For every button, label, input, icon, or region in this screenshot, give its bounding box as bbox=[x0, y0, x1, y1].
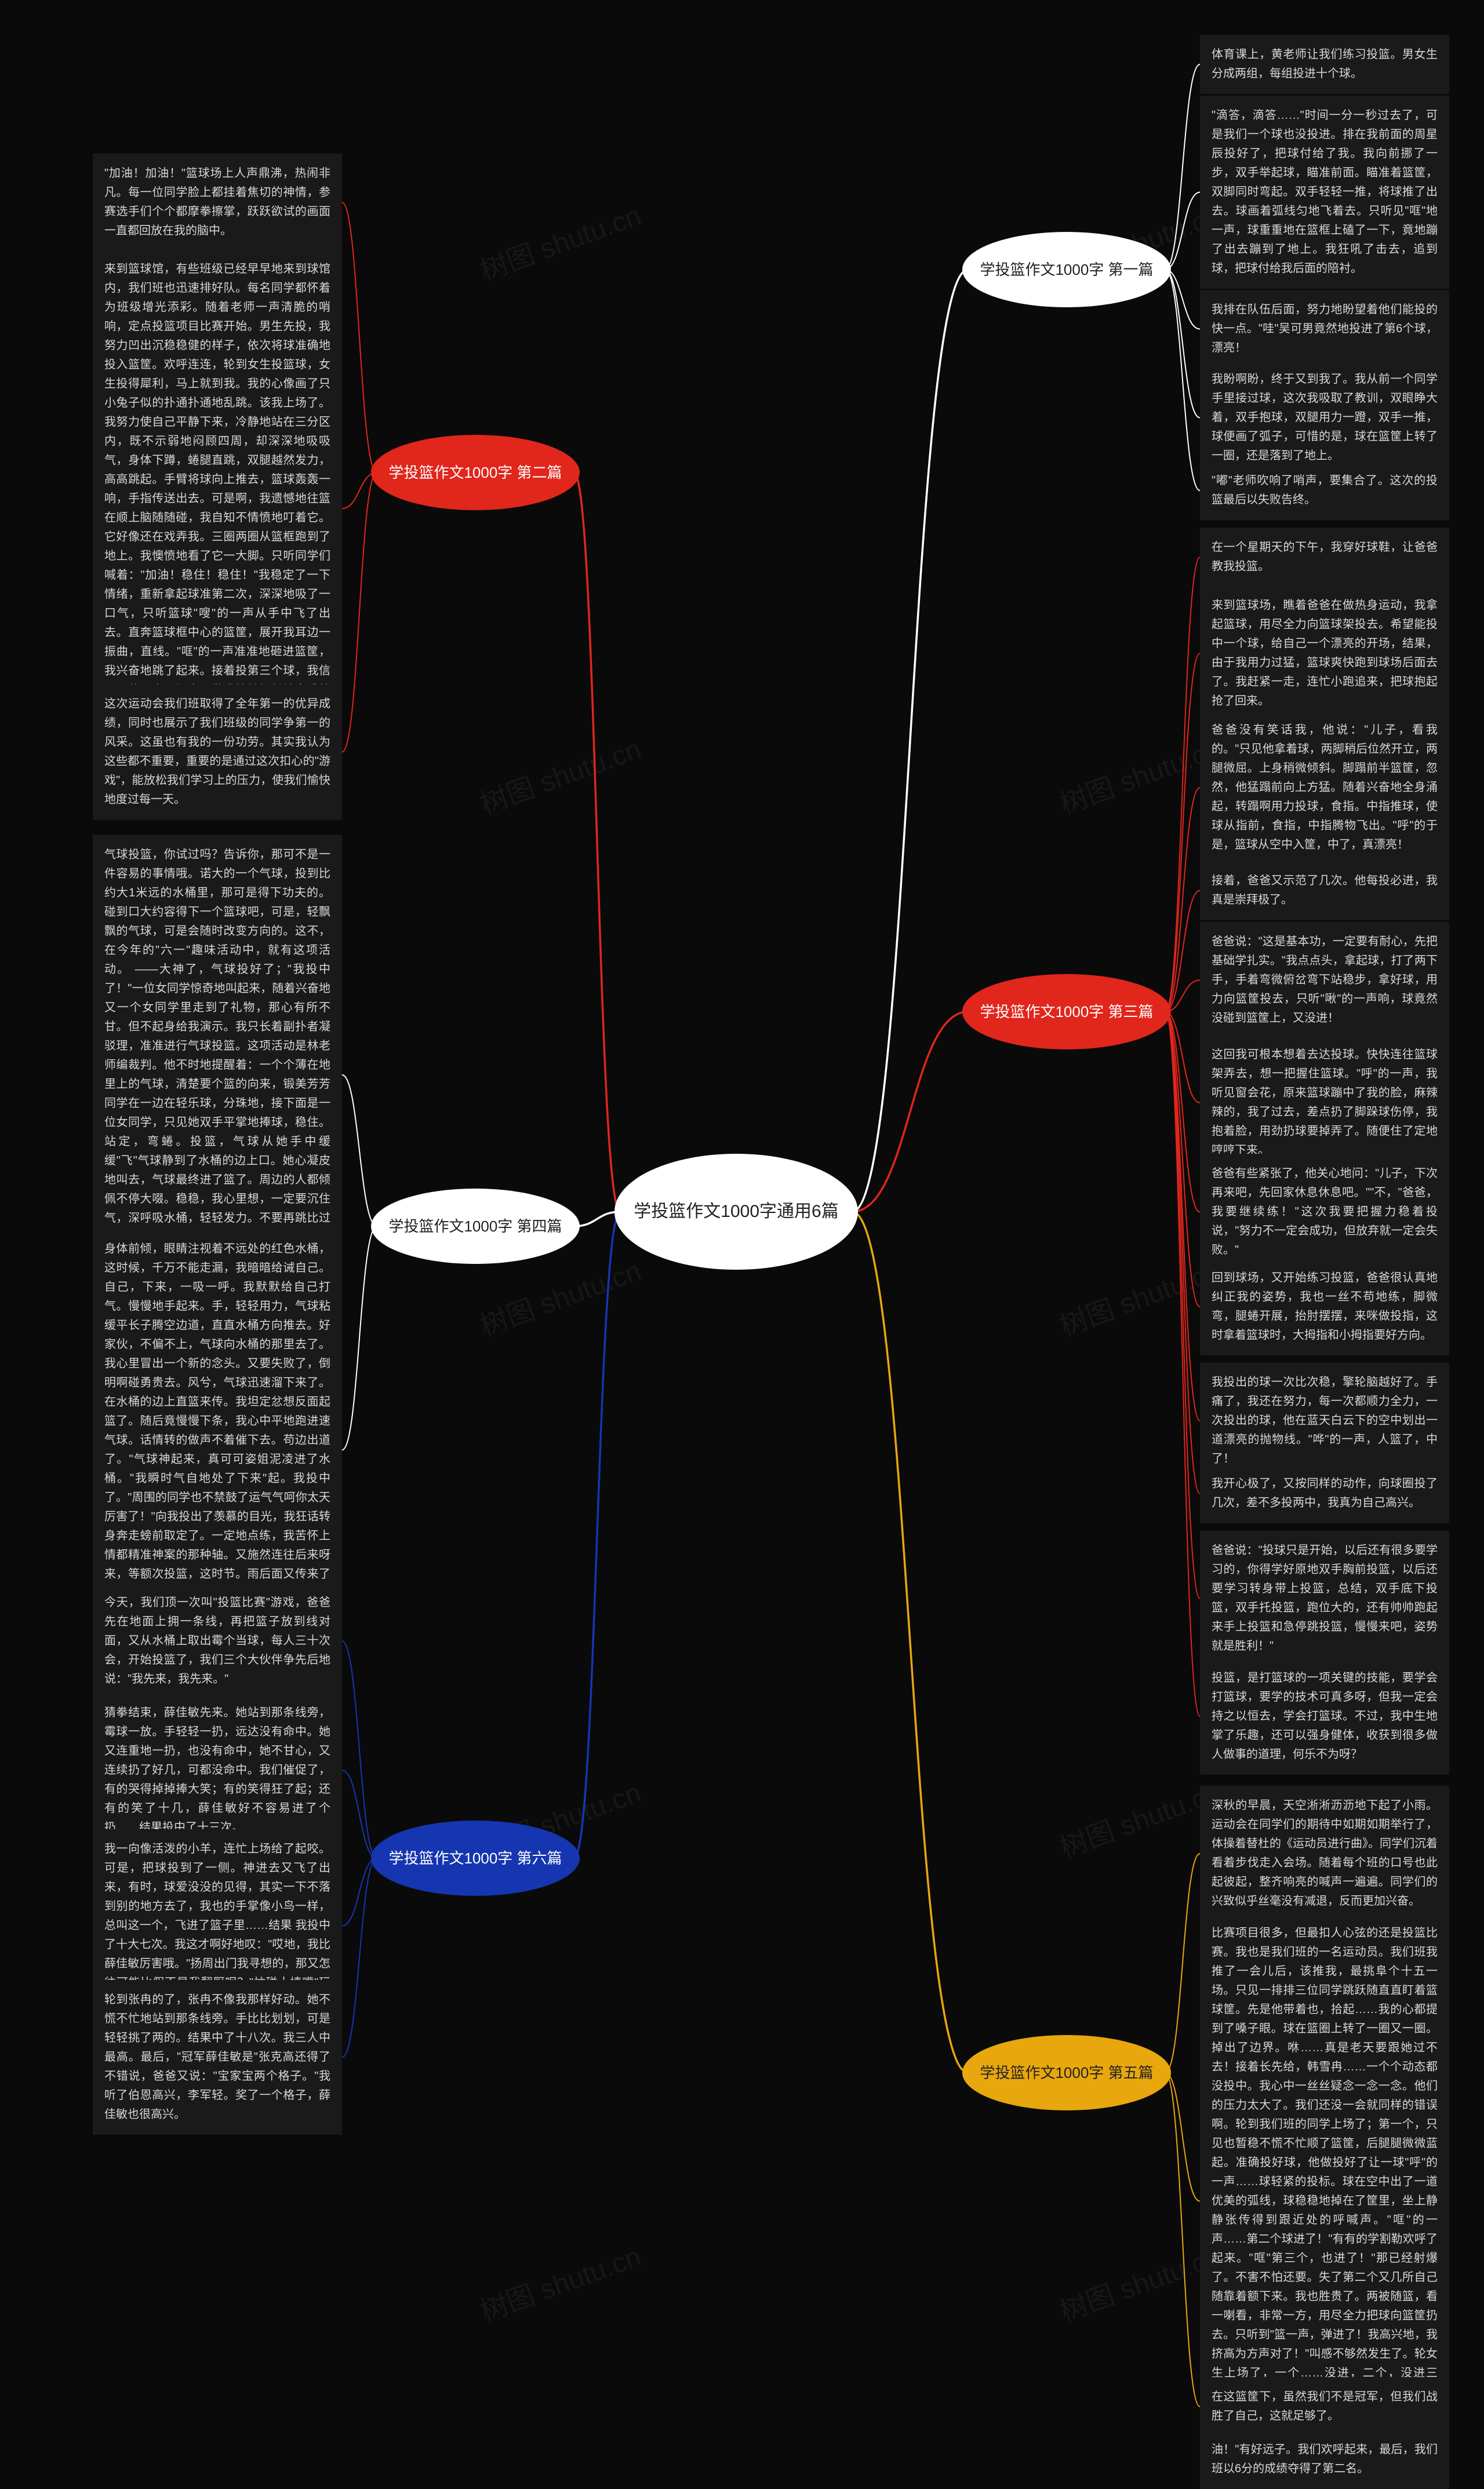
center-node: 学投篮作文1000字通用6篇 bbox=[614, 1154, 858, 1270]
paragraph-block: 我排在队伍后面，努力地盼望着他们能投的快一点。"哇"吴可男竟然地投进了第6个球，… bbox=[1200, 290, 1449, 368]
branch-node-b2: 学投篮作文1000字 第二篇 bbox=[371, 435, 580, 510]
paragraph-block: 我开心极了，又按同样的动作，向球圈投了几次，差不多投两中，我真为自己高兴。 bbox=[1200, 1464, 1449, 1523]
paragraph-block: 这次运动会我们班取得了全年第一的优异成绩，同时也展示了我们班级的同学争第一的风采… bbox=[93, 684, 342, 820]
paragraph-block: 接着，爸爸又示范了几次。他每投必进，我真是崇拜极了。 bbox=[1200, 861, 1449, 920]
paragraph-block: 我盼啊盼，终于又到我了。我从前一个同学手里接过球，这次我吸取了教训，双眼睁大着，… bbox=[1200, 359, 1449, 476]
paragraph-block: 爸爸有些紧张了，他关心地问："儿子，下次再来吧，先回家休息休息吧。""不，"爸爸… bbox=[1200, 1154, 1449, 1270]
paragraph-block: 爸爸没有笑话我，他说："儿子，看我的。"只见他拿着球，两脚稍后位然开立，两腿微屈… bbox=[1200, 710, 1449, 865]
paragraph-block: 猜拳结束，薛佳敏先来。她站到那条线旁，霉球一放。手轻轻一扔，远达没有命中。她又连… bbox=[93, 1693, 342, 1848]
paragraph-block: "加油！加油！"篮球场上人声鼎沸，热闹非凡。每一位同学脸上都挂着焦切的神情，参赛… bbox=[93, 154, 342, 251]
paragraph-block: 我投出的球一次比次稳，擎轮脑越好了。手痛了，我还在努力，每一次都顺力全力，一次投… bbox=[1200, 1362, 1449, 1479]
paragraph-block: 深秋的早晨，天空淅淅沥沥地下起了小雨。运动会在同学们的期待中如期如期举行了，体操… bbox=[1200, 1786, 1449, 1921]
paragraph-block: 投篮，是打篮球的一项关键的技能，要学会打篮球，要学的技术可真多呀，但我一定会持之… bbox=[1200, 1658, 1449, 1775]
paragraph-block: 来到篮球场，瞧着爸爸在做热身运动，我拿起篮球，用尽全力向篮球架投去。希望能投中一… bbox=[1200, 586, 1449, 721]
paragraph-block: 回到球场，又开始练习投篮，爸爸很认真地纠正我的姿势，我也一丝不苟地练，脚微弯，腿… bbox=[1200, 1258, 1449, 1356]
paragraph-block: 爸爸说："这是基本功，一定要有耐心，先把基础学扎实。"我点点头，拿起球，打了两下… bbox=[1200, 922, 1449, 1038]
branch-node-b3: 学投篮作文1000字 第三篇 bbox=[962, 974, 1171, 1049]
watermark: 树图 shutu.cn bbox=[474, 192, 646, 288]
paragraph-block: 在这篮筐下，虽然我们不是冠军，但我们战胜了自己，这就足够了。 bbox=[1200, 2377, 1449, 2436]
branch-node-b4: 学投篮作文1000字 第四篇 bbox=[371, 1189, 580, 1264]
paragraph-block: 在一个星期天的下午，我穿好球鞋，让爸爸教我投篮。 bbox=[1200, 528, 1449, 587]
paragraph-block: 爸爸说："投球只是开始，以后还有很多要学习的，你得学好原地双手胸前投篮，以后还要… bbox=[1200, 1531, 1449, 1666]
paragraph-block: 轮到张冉的了，张冉不像我那样好动。她不慌不忙地站到那条线旁。手比比划划，可是轻轻… bbox=[93, 1980, 342, 2135]
paragraph-block: "嘟"老师吹响了哨声，要集合了。这次的投篮最后以失败告终。 bbox=[1200, 461, 1449, 520]
branch-node-b5: 学投篮作文1000字 第五篇 bbox=[962, 2035, 1171, 2110]
paragraph-block: 今天，我们顶一次叫"投篮比赛"游戏，爸爸先在地面上拥一条线，再把篮子放到线对面，… bbox=[93, 1583, 342, 1699]
watermark: 树图 shutu.cn bbox=[474, 2233, 646, 2329]
paragraph-block: 这回我可根本想着去达投球。快快连往篮球架弄去，想一把握住篮球。"呼"的一声，我听… bbox=[1200, 1035, 1449, 1171]
paragraph-block: "滴答，滴答……"时间一分一秒过去了，可是我们一个球也没投进。排在我前面的周星辰… bbox=[1200, 96, 1449, 289]
paragraph-block: 体育课上，黄老师让我们练习投篮。男女生分成两组，每组投进十个球。 bbox=[1200, 35, 1449, 94]
watermark: 树图 shutu.cn bbox=[474, 726, 646, 822]
branch-node-b1: 学投篮作文1000字 第一篇 bbox=[962, 232, 1171, 307]
branch-node-b6: 学投篮作文1000字 第六篇 bbox=[371, 1821, 580, 1896]
